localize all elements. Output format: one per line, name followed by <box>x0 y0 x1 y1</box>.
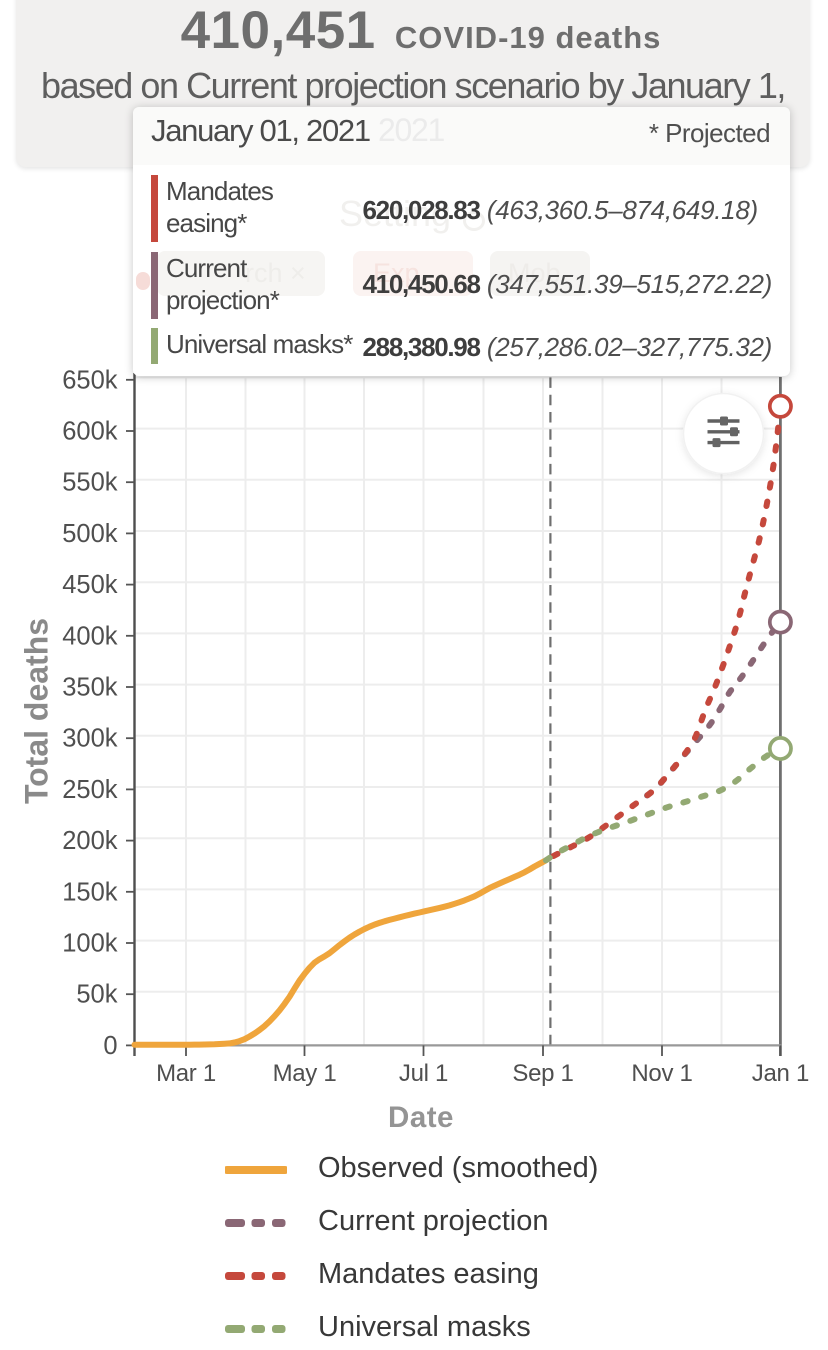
svg-text:650k: 650k <box>62 366 118 394</box>
svg-text:250k: 250k <box>62 776 118 804</box>
svg-text:Total deaths: Total deaths <box>19 618 55 804</box>
svg-text:Mar 1: Mar 1 <box>156 1060 216 1087</box>
svg-text:300k: 300k <box>62 725 118 753</box>
svg-text:400k: 400k <box>62 622 118 650</box>
svg-text:Jan 1: Jan 1 <box>752 1060 809 1087</box>
svg-text:100k: 100k <box>62 930 118 958</box>
svg-text:Date: Date <box>388 1101 454 1134</box>
svg-text:0: 0 <box>103 1032 117 1060</box>
svg-text:550k: 550k <box>62 469 118 497</box>
svg-text:Jul 1: Jul 1 <box>399 1060 448 1087</box>
svg-text:350k: 350k <box>62 674 118 702</box>
svg-text:May 1: May 1 <box>273 1060 337 1087</box>
svg-text:Nov 1: Nov 1 <box>631 1060 692 1087</box>
svg-text:50k: 50k <box>76 981 117 1009</box>
svg-text:150k: 150k <box>62 878 118 906</box>
svg-text:Sep 1: Sep 1 <box>512 1060 573 1087</box>
svg-text:200k: 200k <box>62 827 118 855</box>
svg-text:500k: 500k <box>62 520 118 548</box>
svg-text:600k: 600k <box>62 418 118 446</box>
svg-text:450k: 450k <box>62 571 118 599</box>
